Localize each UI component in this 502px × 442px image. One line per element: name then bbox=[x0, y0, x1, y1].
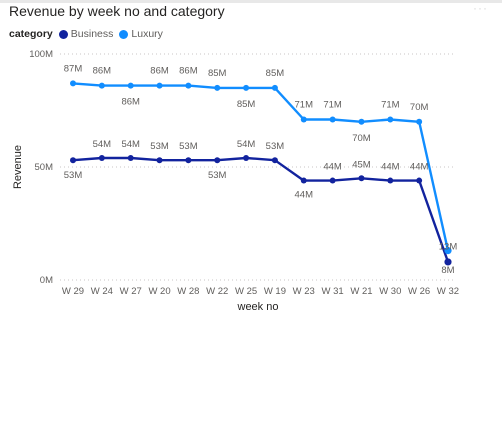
data-point-luxury bbox=[416, 118, 423, 125]
data-point-business bbox=[444, 258, 452, 266]
legend-item-business[interactable]: Business bbox=[58, 28, 114, 40]
y-tick-label-0: 0M bbox=[40, 275, 53, 286]
data-point-luxury bbox=[358, 118, 365, 125]
x-tick-label: W 19 bbox=[264, 286, 286, 297]
data-label-business: 54M bbox=[237, 139, 256, 150]
data-point-luxury bbox=[329, 116, 336, 123]
x-tick-label: W 26 bbox=[408, 286, 430, 297]
x-tick-label: W 22 bbox=[206, 286, 228, 297]
series-line-business bbox=[72, 156, 450, 263]
x-tick-label: W 24 bbox=[91, 286, 113, 297]
data-point-luxury bbox=[444, 247, 452, 255]
data-point-business bbox=[156, 157, 163, 164]
data-point-luxury bbox=[387, 116, 394, 123]
data-point-business bbox=[416, 177, 423, 184]
legend-label-business: Business bbox=[70, 28, 114, 40]
data-label-luxury: 71M bbox=[381, 100, 400, 111]
data-label-business: 53M bbox=[266, 141, 285, 152]
x-tick-label: W 25 bbox=[235, 286, 257, 297]
data-label-luxury: 85M bbox=[208, 68, 227, 79]
data-label-business: 44M bbox=[323, 162, 342, 173]
data-point-luxury bbox=[300, 116, 307, 123]
data-point-business bbox=[243, 154, 250, 161]
x-tick-label: W 28 bbox=[177, 286, 199, 297]
data-label-business: 53M bbox=[64, 170, 83, 181]
data-point-luxury bbox=[127, 82, 134, 89]
data-label-luxury: 85M bbox=[237, 99, 256, 110]
data-point-luxury bbox=[185, 82, 192, 89]
y-tick-label-2: 100M bbox=[29, 49, 53, 60]
data-label-luxury: 70M bbox=[410, 102, 429, 113]
y-axis-title: Revenue bbox=[12, 145, 24, 189]
data-point-luxury bbox=[271, 84, 278, 91]
data-point-luxury bbox=[70, 80, 76, 87]
x-tick-label: W 31 bbox=[322, 286, 344, 297]
legend-item-luxury[interactable]: Luxury bbox=[119, 28, 163, 40]
x-tick-label: W 21 bbox=[350, 286, 372, 297]
chart-legend: category Business Luxury bbox=[9, 28, 169, 40]
legend-marker-luxury bbox=[119, 29, 129, 39]
data-point-business bbox=[214, 157, 221, 164]
x-tick-label: W 27 bbox=[120, 286, 142, 297]
data-point-business bbox=[300, 177, 307, 184]
x-tick-label: W 20 bbox=[148, 286, 170, 297]
series-line-luxury bbox=[72, 82, 450, 251]
data-label-luxury: 86M bbox=[121, 97, 140, 108]
data-label-luxury: 70M bbox=[352, 133, 371, 144]
data-label-luxury: 71M bbox=[295, 100, 314, 111]
legend-title: category bbox=[9, 28, 53, 40]
y-tick-label-1: 50M bbox=[35, 162, 54, 173]
x-tick-label: W 32 bbox=[437, 286, 459, 297]
data-label-business: 44M bbox=[410, 162, 429, 173]
data-point-luxury bbox=[156, 82, 163, 89]
data-label-luxury: 13M bbox=[439, 242, 458, 253]
visual-top-border bbox=[0, 0, 502, 3]
data-point-luxury bbox=[98, 82, 105, 89]
data-point-business bbox=[358, 175, 365, 182]
data-point-business bbox=[271, 157, 278, 164]
data-label-luxury: 71M bbox=[323, 100, 342, 111]
data-point-business bbox=[329, 177, 336, 184]
data-label-business: 8M bbox=[441, 265, 454, 276]
data-label-luxury: 85M bbox=[266, 68, 285, 79]
data-label-business: 44M bbox=[295, 190, 314, 201]
data-label-business: 44M bbox=[381, 162, 400, 173]
data-label-business: 53M bbox=[179, 141, 198, 152]
data-label-business: 54M bbox=[93, 139, 112, 150]
data-label-luxury: 86M bbox=[150, 66, 169, 77]
legend-marker-business bbox=[58, 29, 68, 39]
data-point-business bbox=[127, 154, 134, 161]
data-label-business: 53M bbox=[208, 170, 227, 181]
x-axis-title: week no bbox=[237, 301, 279, 313]
data-point-business bbox=[98, 154, 105, 161]
data-label-business: 54M bbox=[121, 139, 140, 150]
data-point-business bbox=[185, 157, 192, 164]
data-point-business bbox=[70, 157, 76, 164]
data-label-business: 53M bbox=[150, 141, 169, 152]
legend-label-luxury: Luxury bbox=[131, 28, 163, 40]
data-point-luxury bbox=[214, 84, 221, 91]
chart-title: Revenue by week no and category bbox=[9, 3, 225, 19]
x-tick-label: W 30 bbox=[379, 286, 401, 297]
data-label-luxury: 87M bbox=[64, 63, 83, 74]
data-label-business: 45M bbox=[352, 159, 371, 170]
data-point-luxury bbox=[243, 84, 250, 91]
data-label-luxury: 86M bbox=[179, 66, 198, 77]
x-tick-label: W 29 bbox=[62, 286, 84, 297]
data-point-business bbox=[387, 177, 394, 184]
data-label-luxury: 86M bbox=[93, 66, 112, 77]
x-tick-label: W 23 bbox=[293, 286, 315, 297]
more-options-icon[interactable]: ··· bbox=[473, 1, 488, 15]
